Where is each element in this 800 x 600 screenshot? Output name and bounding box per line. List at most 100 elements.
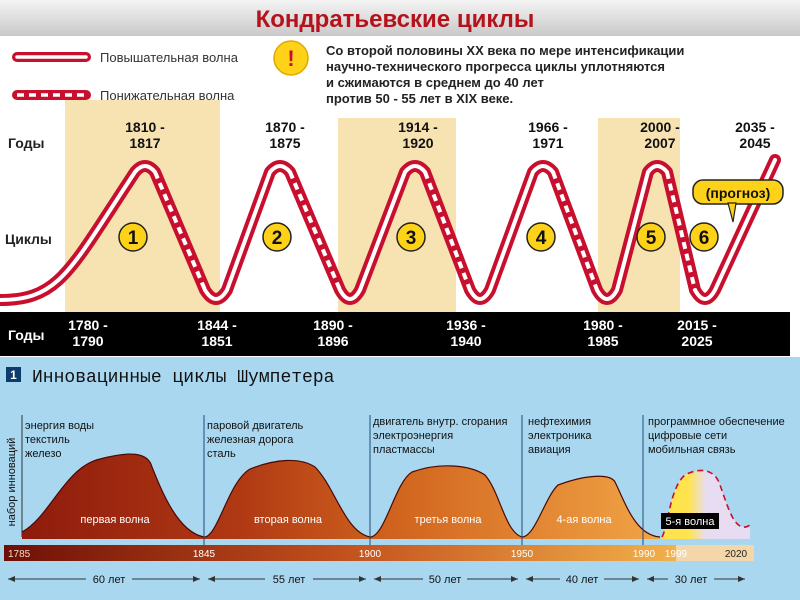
peak-year-start: 1914 - (398, 119, 438, 135)
innovation-item: энергия воды (25, 420, 94, 432)
cycle-number: 6 (699, 228, 710, 249)
timeline-year: 1950 (511, 549, 534, 560)
bottom-years-label: Годы (8, 327, 44, 343)
innovation-item: цифровые сети (648, 430, 727, 442)
waves-area (22, 454, 660, 539)
innovation-lists: энергия воды текстиль железо паровой дви… (25, 416, 785, 460)
years-label: Годы (8, 135, 44, 151)
forecast-label: (прогноз) (706, 185, 771, 201)
duration-label: 40 лет (566, 574, 599, 586)
peak-year-start: 1810 - (125, 119, 165, 135)
timeline-bar (4, 545, 676, 561)
timeline-year: 1900 (359, 549, 382, 560)
note-line: Со второй половины XX века по мере интен… (326, 43, 684, 58)
innovation-item: железная дорога (207, 434, 294, 446)
section-number-badge (6, 367, 21, 382)
duration-label: 50 лет (429, 574, 462, 586)
duration-label: 60 лет (93, 574, 126, 586)
trough-year-end: 1985 (587, 333, 618, 349)
legend-falling-label: Понижательная волна (100, 88, 235, 103)
cycles-label: Циклы (5, 231, 52, 247)
trough-year-start: 1980 - (583, 317, 623, 333)
duration-arrow (526, 576, 639, 582)
duration-label: 55 лет (273, 574, 306, 586)
trough-year-start: 1844 - (197, 317, 237, 333)
forecast-callout: (прогноз) (692, 179, 784, 223)
kondratiev-panel: Кондратьевские циклы Повышательная волна… (0, 0, 800, 356)
duration-arrow (208, 576, 366, 582)
timeline-bar-forecast (676, 545, 754, 561)
peak-years: 1810 - 1817 1870 - 1875 1914 - 1920 1966… (125, 119, 775, 151)
schumpeter-panel: 1 Инновацинные циклы Шумпетера набор инн… (0, 357, 800, 600)
innovation-item: сталь (207, 448, 236, 460)
duration-arrows (8, 576, 745, 582)
note-block: ! Со второй половины XX века по мере инт… (273, 40, 684, 106)
timeline-year: 1990 (633, 549, 656, 560)
trough-year-end: 1896 (317, 333, 348, 349)
cycle-badge (689, 222, 719, 252)
wave5-outline (661, 469, 751, 538)
cycle-number: 1 (128, 228, 139, 249)
cycle-number: 4 (536, 228, 547, 249)
innovation-item: железо (25, 448, 61, 460)
wave-label: 4-ая волна (556, 514, 612, 526)
timeline-years: 1785 1845 1900 1950 1990 1999 2020 (8, 549, 748, 560)
cycle-number: 2 (272, 228, 283, 249)
note-line: против 50 - 55 лет в XIX веке. (326, 91, 513, 106)
cycle-badge (396, 222, 426, 252)
title-bar (0, 0, 800, 36)
cycle-number: 5 (646, 228, 657, 249)
timeline-year: 2020 (725, 549, 748, 560)
y-axis-label: набор инноваций (6, 438, 18, 527)
cycle-badge (118, 222, 148, 252)
timeline-year: 1845 (193, 549, 216, 560)
bottom-years-bar (0, 312, 790, 356)
durations: 60 лет 55 лет 50 лет 40 лет 30 лет (93, 574, 708, 586)
note-line: научно-технического прогресса циклы упло… (326, 59, 665, 74)
timeline-year: 1785 (8, 549, 31, 560)
innovation-item: текстиль (25, 434, 70, 446)
trough-year-start: 1936 - (446, 317, 486, 333)
falling-wave-core (153, 171, 697, 291)
cycle-number: 3 (406, 228, 417, 249)
peak-year-start: 1870 - (265, 119, 305, 135)
wave-labels: первая волна вторая волна третья волна 4… (80, 513, 719, 529)
waves-outline (21, 453, 661, 538)
peak-year-end: 1817 (129, 135, 160, 151)
trough-year-end: 1790 (72, 333, 103, 349)
innovation-item: мобильная связь (648, 444, 736, 456)
duration-arrow (647, 576, 745, 582)
wave-label: третья волна (415, 514, 483, 526)
trough-year-end: 1851 (201, 333, 232, 349)
cycle-badges: 1 2 3 4 5 6 (118, 222, 719, 252)
legend: Повышательная волна Понижательная волна (12, 50, 239, 103)
trough-year-start: 2015 - (677, 317, 717, 333)
cycle-badge (636, 222, 666, 252)
peak-year-start: 2000 - (640, 119, 680, 135)
kondratiev-title: Кондратьевские циклы (256, 6, 535, 33)
trough-year-start: 1780 - (68, 317, 108, 333)
innovation-item: программное обеспечение (648, 416, 785, 428)
wave-label: первая волна (80, 514, 150, 526)
innovation-item: авиация (528, 444, 571, 456)
innovation-item: электроника (528, 430, 592, 442)
innovation-item: пластмассы (373, 444, 435, 456)
innovation-item: электроэнергия (373, 430, 453, 442)
peak-year-end: 1971 (532, 135, 563, 151)
rising-wave-core (0, 158, 777, 302)
innovation-item: нефтехимия (528, 416, 591, 428)
schumpeter-title: Инновацинные циклы Шумпетера (32, 368, 335, 388)
wave-curve (0, 154, 781, 306)
duration-arrow (8, 576, 200, 582)
peak-year-end: 1920 (402, 135, 433, 151)
warning-icon-mark: ! (287, 46, 294, 71)
wave-label: 5-я волна (665, 516, 715, 528)
note-line: и сжимаются в среднем до 40 лет (326, 75, 544, 90)
duration-arrow (374, 576, 518, 582)
innovation-item: паровой двигатель (207, 420, 303, 432)
warning-icon (273, 40, 309, 76)
wave-label: вторая волна (254, 514, 323, 526)
trough-year-start: 1890 - (313, 317, 353, 333)
legend-rising-label: Повышательная волна (100, 50, 239, 65)
cycle-badge (262, 222, 292, 252)
